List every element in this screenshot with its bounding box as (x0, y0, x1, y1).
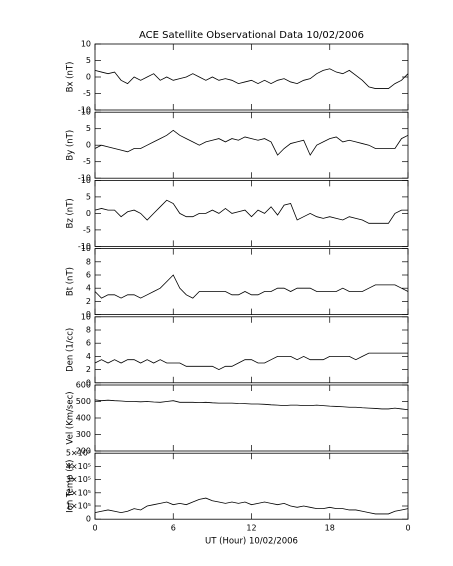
y-tick-label: -5 (83, 225, 91, 234)
y-tick-label: 3×10⁵ (66, 475, 91, 484)
y-tick-label: 4 (86, 284, 91, 293)
y-tick-label: 0 (86, 378, 91, 387)
y-tick-label: 8 (86, 326, 91, 335)
y-axis-label: By (nT) (66, 130, 76, 161)
y-axis-label: Bz (nT) (66, 198, 76, 228)
x-tick-label: 6 (171, 524, 176, 533)
y-tick-label: 10 (81, 244, 91, 253)
x-axis-label: UT (Hour) 10/02/2006 (205, 537, 298, 547)
x-tick-label: 18 (325, 524, 335, 533)
y-tick-label: 400 (76, 414, 91, 423)
y-tick-label: 300 (76, 430, 91, 439)
data-line (94, 68, 409, 89)
x-tick-label: 12 (246, 524, 256, 533)
panel-frame (94, 111, 409, 179)
y-axis-label: Ion Temp (K) (66, 460, 76, 513)
y-axis-label: Bx (nT) (66, 62, 76, 93)
y-tick-label: 5 (86, 56, 91, 65)
panel-frame (94, 43, 409, 111)
y-tick-label: 4×10⁵ (66, 462, 91, 471)
panel-frame (94, 384, 409, 452)
y-tick-label: 0 (86, 515, 91, 524)
y-tick-label: 0 (86, 73, 91, 82)
y-tick-label: 1×10⁵ (66, 502, 91, 511)
y-axis-label: Den (1/cc) (66, 328, 76, 372)
y-tick-label: 2 (86, 297, 91, 306)
y-tick-label: 2 (86, 365, 91, 374)
y-tick-label: 10 (81, 176, 91, 185)
data-line (94, 199, 408, 224)
y-tick-label: 5 (86, 124, 91, 133)
data-line (94, 497, 409, 515)
panel-frame (94, 179, 409, 247)
y-tick-label: 500 (76, 397, 91, 406)
y-axis-label: Vel (Km/sec) (66, 391, 76, 444)
y-tick-label: 4 (86, 352, 91, 361)
y-tick-label: -10 (78, 174, 91, 183)
data-line (94, 129, 409, 156)
y-tick-label: 8 (86, 257, 91, 266)
y-tick-label: 5 (86, 192, 91, 201)
y-tick-label: 0 (86, 209, 91, 218)
data-line (94, 399, 409, 411)
panel-frame (94, 248, 409, 316)
chart-title: ACE Satellite Observational Data 10/02/2… (139, 30, 364, 41)
x-tick-label: 0 (92, 524, 97, 533)
y-axis-label: Bt (nT) (66, 267, 76, 296)
y-tick-label: 5×10⁵ (66, 449, 91, 458)
y-tick-label: 6 (86, 271, 91, 280)
y-tick-label: 10 (81, 40, 91, 49)
y-tick-label: 2×10⁵ (66, 488, 91, 497)
y-tick-label: 0 (86, 310, 91, 319)
x-tick-label: 0 (405, 524, 410, 533)
y-tick-label: 10 (81, 108, 91, 117)
panel-frame (94, 316, 409, 384)
y-tick-label: 10 (81, 312, 91, 321)
y-tick-label: -5 (83, 157, 91, 166)
data-line (94, 352, 408, 371)
y-tick-label: 600 (76, 381, 91, 390)
data-line (94, 274, 409, 299)
y-tick-label: -10 (78, 242, 91, 251)
y-tick-label: -5 (83, 89, 91, 98)
y-tick-label: -10 (78, 106, 91, 115)
y-tick-label: 0 (86, 141, 91, 150)
y-tick-label: 200 (76, 447, 91, 456)
y-tick-label: 6 (86, 339, 91, 348)
